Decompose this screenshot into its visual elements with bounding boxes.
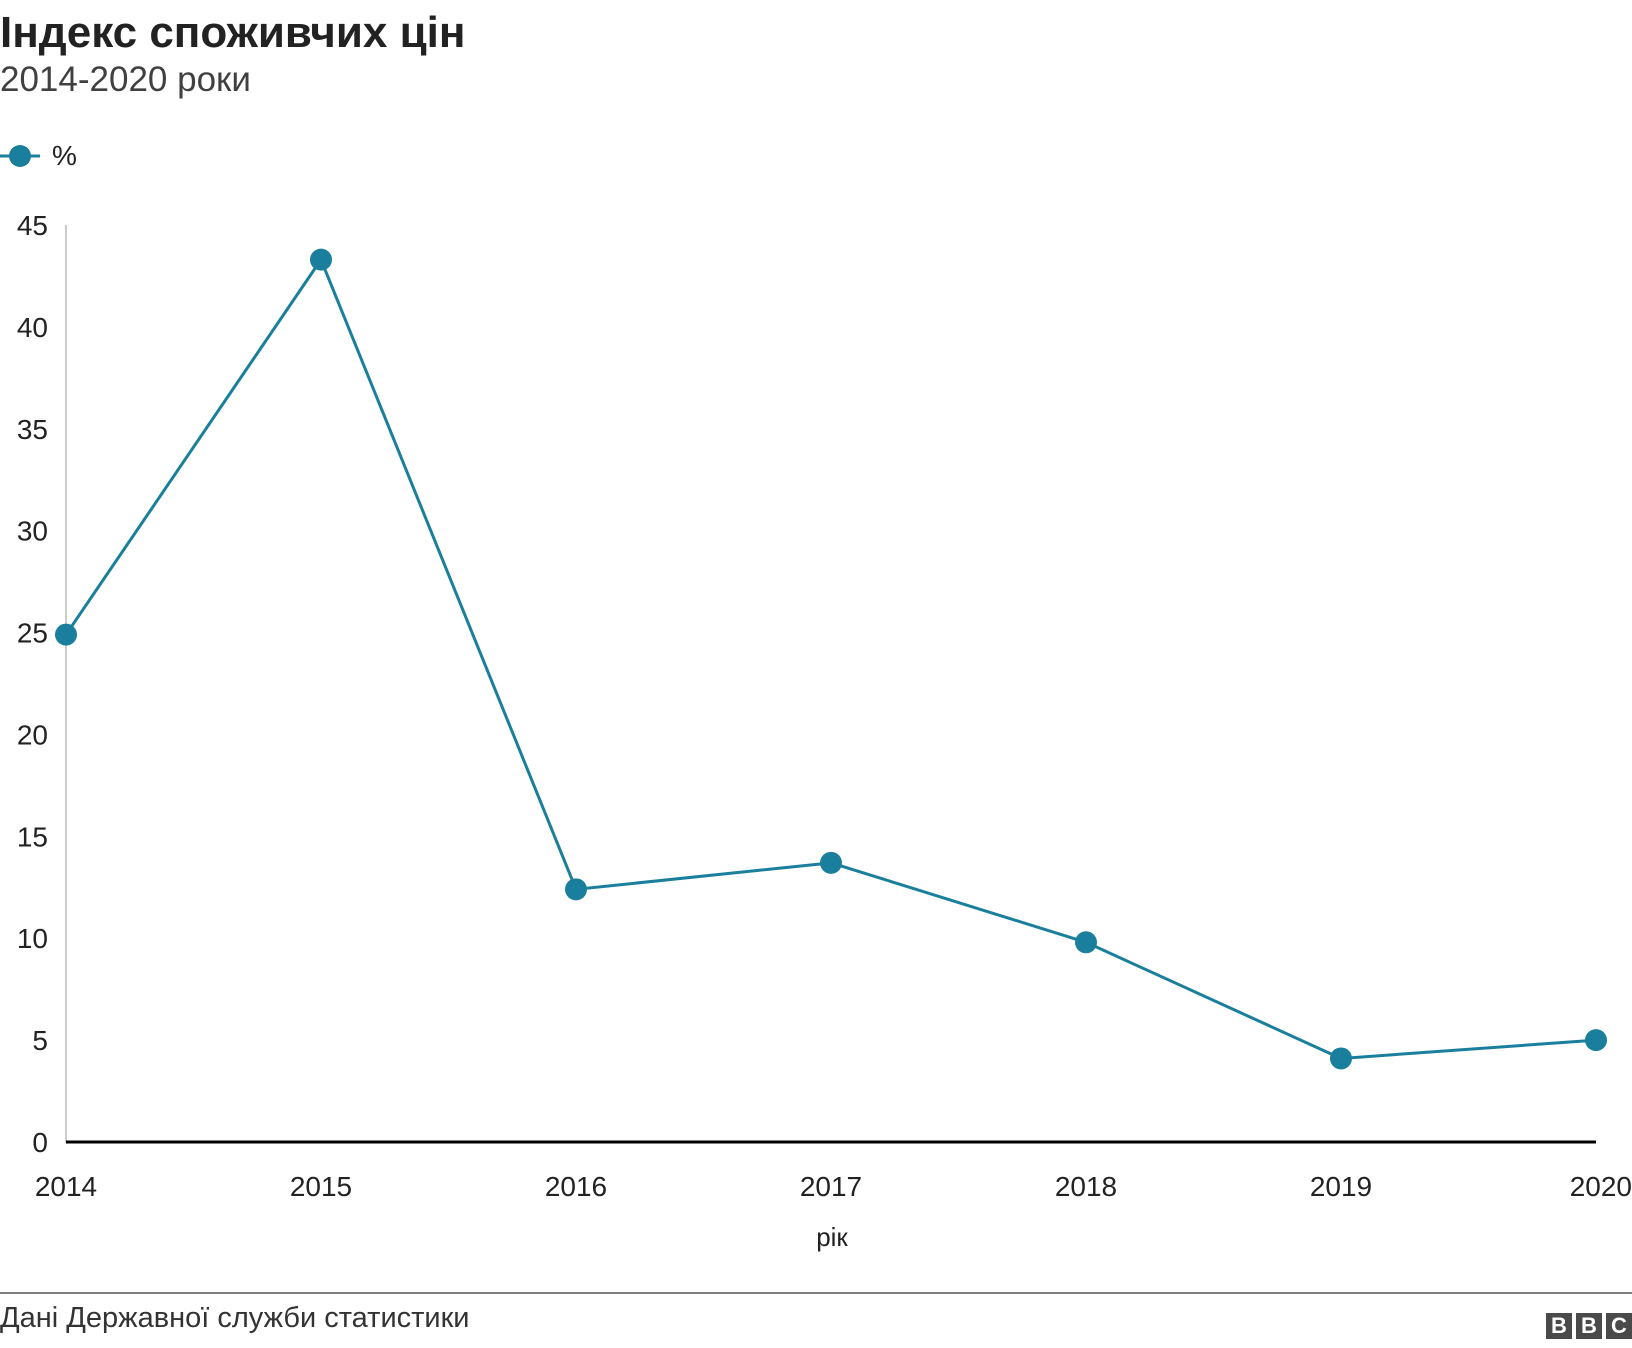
y-tick-label: 40 <box>17 312 48 343</box>
y-tick-label: 0 <box>32 1127 48 1158</box>
data-point <box>55 623 77 646</box>
chart-title: Індекс споживчих цін <box>0 8 466 57</box>
data-point <box>1330 1047 1352 1070</box>
data-point <box>820 851 842 874</box>
legend-marker-icon <box>0 145 40 167</box>
data-point <box>565 878 587 901</box>
series <box>55 248 1607 1070</box>
chart-subtitle: 2014-2020 роки <box>0 60 251 99</box>
legend: % <box>0 136 77 176</box>
x-tick-label: 2014 <box>35 1171 97 1202</box>
y-tick-label: 15 <box>17 821 48 852</box>
bbc-logo-letter: C <box>1606 1313 1632 1339</box>
x-tick-label: 2016 <box>545 1171 607 1202</box>
x-tick-label: 2017 <box>800 1171 862 1202</box>
x-axis-ticks: 2014 2015 2016 2017 2018 2019 2020 <box>35 1171 1632 1202</box>
series-line <box>64 258 1597 1060</box>
x-tick-label: 2015 <box>290 1171 352 1202</box>
x-tick-label: 2020 <box>1570 1171 1632 1202</box>
y-tick-label: 45 <box>17 210 48 241</box>
data-point <box>1075 931 1097 954</box>
y-tick-label: 30 <box>17 516 48 547</box>
footer-divider <box>0 1292 1632 1294</box>
y-tick-label: 5 <box>32 1025 48 1056</box>
x-axis-label: рік <box>816 1222 848 1252</box>
bbc-logo-letter: B <box>1546 1313 1572 1339</box>
bbc-logo-letter: B <box>1576 1313 1602 1339</box>
data-point <box>1585 1029 1607 1052</box>
legend-label: % <box>52 140 77 171</box>
x-tick-label: 2018 <box>1055 1171 1117 1202</box>
y-axis-ticks: 0 5 10 15 20 25 30 35 40 45 <box>17 210 48 1158</box>
data-point <box>310 248 332 271</box>
bbc-logo: B B C <box>1546 1313 1632 1339</box>
x-tick-label: 2019 <box>1310 1171 1372 1202</box>
y-tick-label: 20 <box>17 719 48 750</box>
source-note: Дані Державної служби статистики <box>0 1302 470 1334</box>
y-tick-label: 10 <box>17 923 48 954</box>
y-tick-label: 25 <box>17 618 48 649</box>
y-tick-label: 35 <box>17 414 48 445</box>
